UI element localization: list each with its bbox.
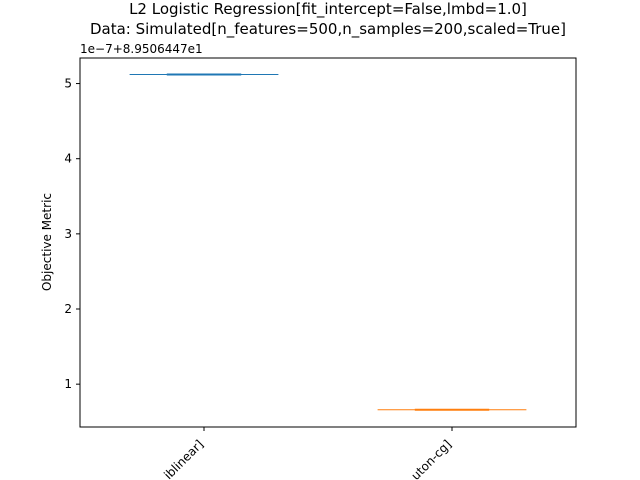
y-axis-ticks: 1 2 3 4 5 bbox=[64, 77, 80, 391]
y-tick-label: 2 bbox=[64, 302, 72, 316]
chart-subtitle: Data: Simulated[n_features=500,n_samples… bbox=[90, 20, 566, 39]
y-tick-label: 4 bbox=[64, 152, 72, 166]
y-tick-label: 1 bbox=[64, 377, 72, 391]
box-marks bbox=[129, 73, 527, 411]
plot-frame bbox=[79, 57, 577, 428]
x-tick-label: iblinear] bbox=[161, 437, 206, 480]
chart-title: L2 Logistic Regression[fit_intercept=Fal… bbox=[129, 0, 527, 19]
y-axis-offset-label: 1e−7+8.9506447e1 bbox=[80, 42, 203, 56]
y-tick-label: 3 bbox=[64, 227, 72, 241]
x-tick-label: uton-cg] bbox=[409, 437, 455, 480]
x-axis-ticks: iblinear] uton-cg] bbox=[161, 427, 454, 480]
y-axis-label: Objective Metric bbox=[40, 193, 54, 291]
y-tick-label: 5 bbox=[64, 77, 72, 91]
